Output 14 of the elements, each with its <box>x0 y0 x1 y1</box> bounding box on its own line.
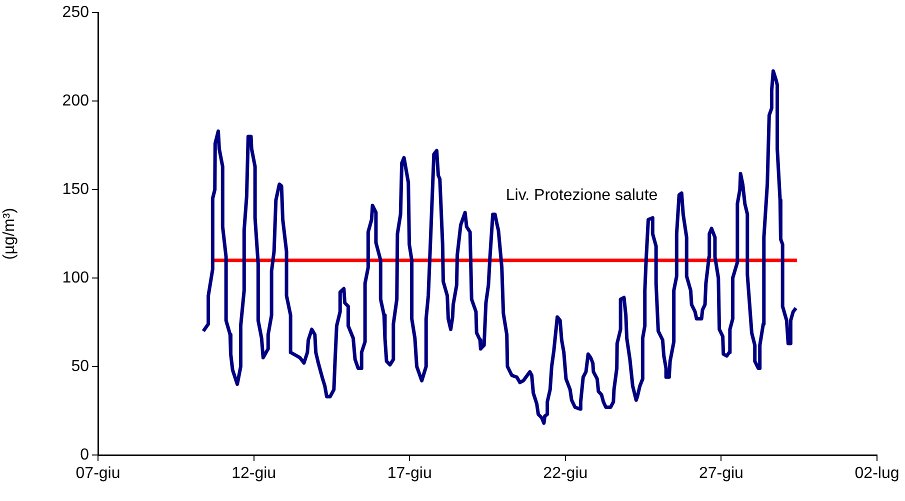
x-tick-label: 22-giu <box>543 465 588 482</box>
x-tick-label: 02-lug <box>854 465 900 482</box>
annotation: Liv. Protezione salute <box>506 187 658 204</box>
x-tick-label: 07-giu <box>76 465 120 482</box>
y-axis-title: (µg/m³) <box>1 208 18 260</box>
y-tick-label: 0 <box>80 446 90 464</box>
x-tick-label: 12-giu <box>232 465 276 482</box>
y-tick-label: 250 <box>62 4 90 22</box>
y-tick-label: 150 <box>62 180 90 198</box>
y-tick-label: 50 <box>71 358 90 375</box>
y-tick-label: 100 <box>62 269 90 286</box>
y-tick-label: 200 <box>62 92 90 110</box>
x-tick-label: 17-giu <box>387 465 432 482</box>
x-tick-label: 27-giu <box>698 465 744 482</box>
